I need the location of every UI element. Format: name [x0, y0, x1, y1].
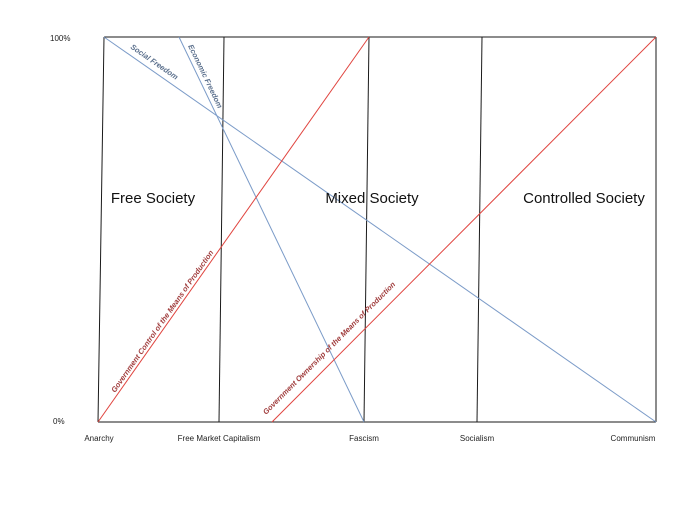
region-label-free-society: Free Society: [111, 190, 196, 207]
y-axis-top-label: 100%: [50, 34, 70, 43]
gov-ownership-line: [271, 36, 657, 423]
x-axis-label-anarchy: Anarchy: [84, 434, 113, 443]
economic-freedom-label: Economic Freedom: [186, 43, 224, 110]
x-axis-label-communism: Communism: [611, 434, 656, 443]
divider-line-socialism: [476, 36, 483, 423]
region-label-mixed-society: Mixed Society: [325, 190, 419, 207]
gov-ownership-label: Government Ownership of the Means of Pro…: [261, 280, 397, 417]
x-axis-label-fascism: Fascism: [349, 434, 379, 443]
gov-control-label: Government Control of the Means of Produ…: [109, 248, 215, 394]
divider-line-fascism: [363, 36, 370, 423]
x-axis-label-socialism: Socialism: [460, 434, 495, 443]
region-label-controlled-society: Controlled Society: [523, 190, 645, 207]
divider-line-anarchy: [97, 36, 105, 423]
economic-freedom-line: [178, 36, 365, 423]
x-axis-label-free-market-capitalism: Free Market Capitalism: [178, 434, 261, 443]
divider-line-free-market: [218, 36, 225, 423]
social-freedom-line: [103, 36, 657, 423]
social-freedom-label: Social Freedom: [129, 42, 180, 82]
y-axis-bottom-label: 0%: [53, 417, 65, 426]
gov-control-line: [97, 36, 370, 423]
